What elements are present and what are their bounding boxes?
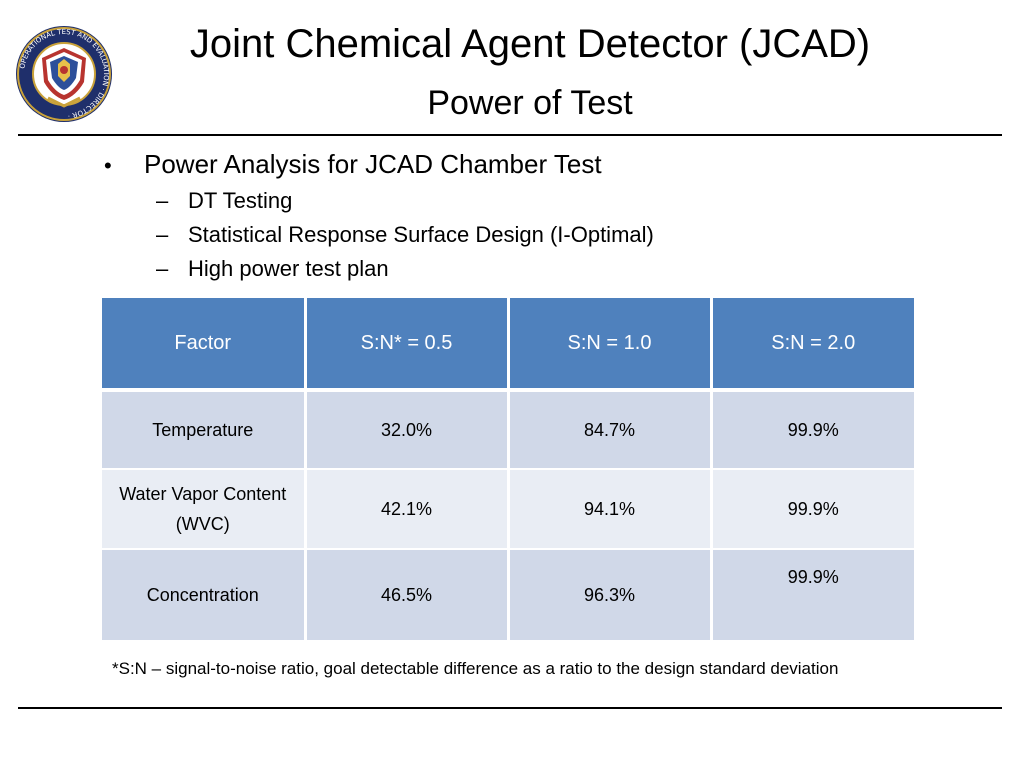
value-cell: 99.9%	[711, 469, 914, 550]
table-row: Concentration 46.5% 96.3% 99.9%	[102, 549, 914, 642]
table-row: Water Vapor Content (WVC) 42.1% 94.1% 99…	[102, 469, 914, 550]
dash-glyph: –	[156, 256, 169, 281]
page-title: Joint Chemical Agent Detector (JCAD)	[189, 22, 871, 66]
header-cell-sn-2-0: S:N = 2.0	[711, 298, 914, 392]
dote-seal-icon: OPERATIONAL TEST AND EVALUATION · DIRECT…	[14, 24, 114, 124]
table-row: Temperature 32.0% 84.7% 99.9%	[102, 390, 914, 470]
bullet-text: Power Analysis for JCAD Chamber Test	[144, 149, 602, 179]
value-cell: 94.1%	[508, 469, 713, 550]
title-divider	[18, 134, 1002, 136]
dash-glyph: –	[156, 188, 169, 213]
dash-glyph: –	[156, 222, 169, 247]
value-cell: 84.7%	[508, 390, 713, 470]
factor-cell: Temperature	[102, 390, 307, 470]
factor-cell: Water Vapor Content (WVC)	[102, 469, 307, 550]
value-cell: 99.9%	[711, 390, 914, 470]
header-cell-sn-1-0: S:N = 1.0	[508, 298, 713, 392]
factor-cell: Concentration	[102, 549, 307, 642]
value-cell: 99.9%	[711, 549, 914, 642]
sub-bullet-item: – DT Testing	[156, 184, 924, 218]
page-subtitle: Power of Test	[427, 84, 633, 122]
value-cell: 96.3%	[508, 549, 713, 642]
footnote: *S:N – signal-to-noise ratio, goal detec…	[112, 659, 839, 678]
value-cell: 42.1%	[305, 469, 510, 550]
value-cell: 32.0%	[305, 390, 510, 470]
sub-bullet-item: – Statistical Response Surface Design (I…	[156, 218, 924, 252]
header-cell-sn-0-5: S:N* = 0.5	[305, 298, 510, 392]
sub-bullet-text: Statistical Response Surface Design (I-O…	[188, 222, 654, 247]
sub-bullet-text: DT Testing	[188, 188, 293, 213]
bullet-item: • Power Analysis for JCAD Chamber Test	[104, 146, 924, 184]
bullet-list: • Power Analysis for JCAD Chamber Test –…	[104, 146, 924, 286]
sub-bullet-text: High power test plan	[188, 256, 389, 281]
sub-bullet-item: – High power test plan	[156, 252, 924, 286]
value-cell: 46.5%	[305, 549, 510, 642]
bullet-glyph: •	[104, 153, 112, 178]
header-cell-factor: Factor	[102, 298, 307, 392]
footer-divider	[18, 707, 1002, 709]
table-header-row: Factor S:N* = 0.5 S:N = 1.0 S:N = 2.0	[102, 298, 914, 392]
power-table: Factor S:N* = 0.5 S:N = 1.0 S:N = 2.0 Te…	[102, 298, 914, 642]
